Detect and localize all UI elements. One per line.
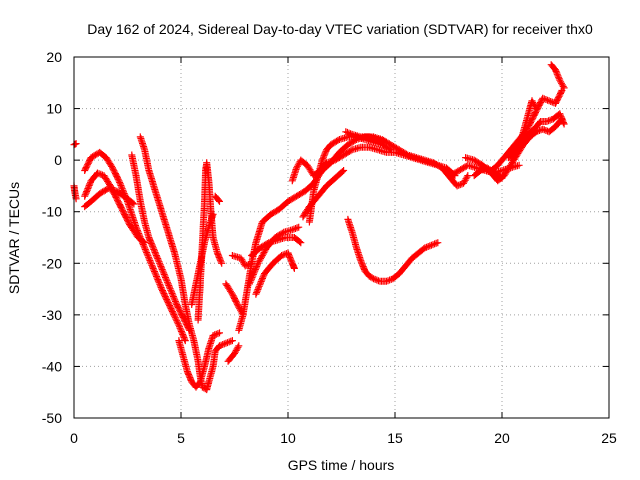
- y-tick-label: 10: [46, 101, 62, 117]
- series-arc-29: [547, 61, 568, 92]
- x-tick-label: 10: [280, 430, 296, 446]
- plus-marker-points: [128, 151, 194, 334]
- plus-marker-points: [211, 192, 223, 205]
- series-arc-17: [228, 252, 256, 270]
- y-tick-label: -10: [42, 204, 62, 220]
- plus-marker-points: [252, 249, 298, 298]
- series-arc-30: [470, 164, 506, 182]
- plus-marker-points: [224, 342, 243, 365]
- plus-marker-points: [288, 143, 459, 185]
- y-tick-label: -40: [42, 358, 62, 374]
- series-arc-28: [509, 97, 540, 164]
- plus-marker-points: [547, 61, 568, 92]
- plus-marker-points: [342, 128, 390, 146]
- x-tick-label: 0: [70, 430, 78, 446]
- series-arc-18: [246, 223, 303, 288]
- series-arc-08: [175, 329, 223, 391]
- plus-marker-points: [246, 223, 303, 288]
- series-arc-05: [81, 148, 189, 345]
- plus-marker-points: [188, 210, 217, 308]
- plus-marker-points: [228, 252, 256, 270]
- y-tick-label: 0: [54, 152, 62, 168]
- plus-marker-points: [81, 148, 189, 345]
- y-tick-label: 20: [46, 49, 62, 65]
- x-tick-label: 15: [387, 430, 403, 446]
- x-tick-label: 25: [601, 430, 617, 446]
- y-tick-label: -50: [42, 410, 62, 426]
- plus-marker-points: [299, 167, 348, 221]
- series-arc-11: [211, 192, 223, 205]
- y-tick-label: -20: [42, 255, 62, 271]
- series-arc-12: [224, 342, 243, 365]
- x-tick-label: 5: [177, 430, 185, 446]
- series-arc-21: [299, 167, 348, 221]
- series-arc-23: [344, 215, 442, 285]
- axis-ticks: 0 5 10 15 20 25 -50 -40 -30 -20 -10 0 10 20: [42, 49, 617, 446]
- series-arc-22: [342, 128, 390, 146]
- y-axis-label: SDTVAR / TECUs: [6, 182, 22, 294]
- plus-marker-points: [470, 164, 506, 182]
- plus-marker-points: [344, 215, 442, 285]
- series-arc-06: [128, 151, 194, 334]
- plus-marker-points: [175, 329, 223, 391]
- chart-title: Day 162 of 2024, Sidereal Day-to-day VTE…: [87, 21, 593, 37]
- series-arc-19: [288, 143, 459, 185]
- plus-marker-points: [509, 97, 540, 164]
- data-series: [70, 61, 568, 394]
- series-arc-16: [252, 249, 298, 298]
- series-arc-10: [188, 210, 217, 308]
- x-tick-label: 20: [494, 430, 510, 446]
- y-tick-label: -30: [42, 307, 62, 323]
- x-axis-label: GPS time / hours: [288, 457, 395, 473]
- plot-area-border: [73, 56, 610, 419]
